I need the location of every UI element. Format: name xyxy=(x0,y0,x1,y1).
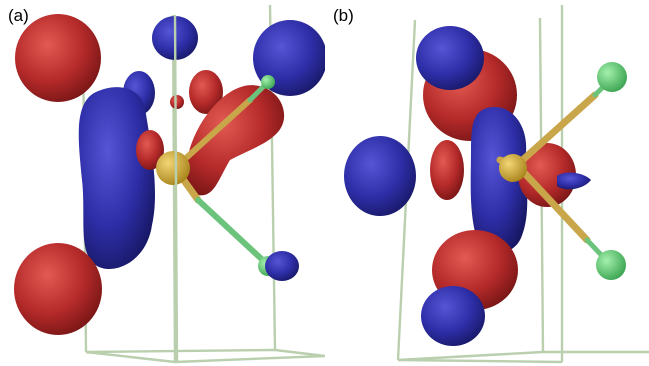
bond xyxy=(195,197,271,268)
blue-lobe xyxy=(470,107,528,253)
central-atom xyxy=(499,154,527,182)
orbital-lobes xyxy=(344,26,576,346)
blue-lobe xyxy=(416,26,484,90)
blue-lobe xyxy=(557,172,591,190)
ligand-atom xyxy=(596,250,626,280)
panel-b-render xyxy=(344,5,649,364)
panel-a: (a) xyxy=(8,4,325,364)
blue-lobe xyxy=(78,87,155,270)
ligand-atom xyxy=(597,62,627,92)
orbital-lobes xyxy=(14,14,325,335)
bond xyxy=(513,161,591,244)
bond xyxy=(513,91,599,169)
central-atom xyxy=(156,151,190,185)
panel-b: (b) xyxy=(325,0,649,366)
red-lobe xyxy=(14,243,102,335)
red-lobe xyxy=(186,85,285,196)
red-lobe xyxy=(430,140,464,200)
blue-lobe xyxy=(265,251,299,281)
unit-cell-frame xyxy=(173,14,179,363)
blue-lobe xyxy=(344,136,416,216)
blue-lobe xyxy=(421,286,485,346)
panel-label-b: (b) xyxy=(333,6,354,25)
ligand-atom xyxy=(261,75,275,89)
red-lobe xyxy=(136,130,164,170)
red-lobe xyxy=(518,143,576,207)
panel-a-render xyxy=(14,4,325,364)
red-lobe xyxy=(189,70,223,114)
bond xyxy=(172,97,253,171)
molecule xyxy=(496,62,627,280)
molecule xyxy=(156,75,299,281)
panel-label-a: (a) xyxy=(8,6,29,25)
red-lobe xyxy=(15,14,101,102)
red-lobe xyxy=(170,95,184,109)
